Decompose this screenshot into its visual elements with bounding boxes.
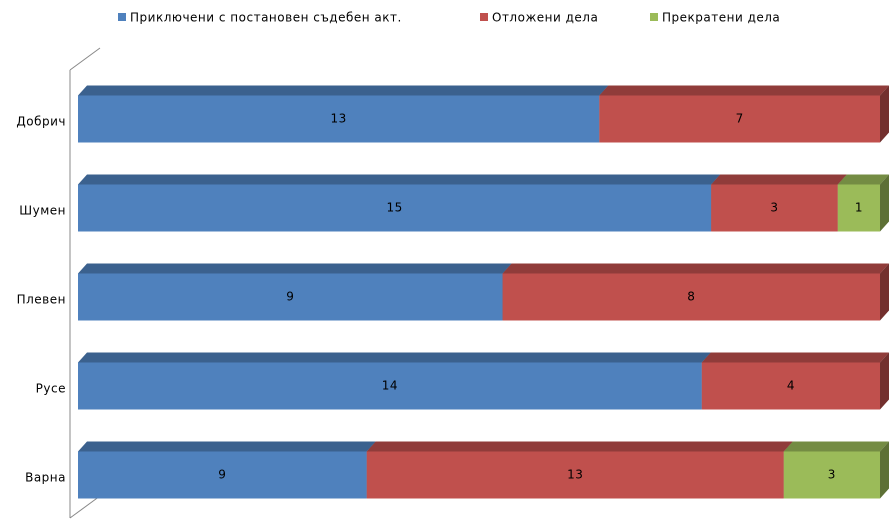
bar-top <box>599 85 889 96</box>
bar-top <box>711 174 847 185</box>
bar <box>599 95 880 143</box>
bar <box>502 273 880 321</box>
legend-label: Отложени дела <box>492 11 598 25</box>
bar <box>78 95 600 143</box>
bar-top <box>701 352 889 363</box>
bar-top <box>78 352 711 363</box>
legend-swatch <box>118 13 126 21</box>
bar-side <box>880 174 889 232</box>
bar-side <box>880 85 889 143</box>
bar-top <box>78 85 609 96</box>
legend-label: Прекратени дела <box>662 11 780 25</box>
bar-top <box>837 174 889 185</box>
data-label: 9 <box>286 290 294 304</box>
bar <box>366 451 784 499</box>
bar <box>78 184 712 232</box>
bar-top <box>78 174 721 185</box>
y-tick-label: Добрич <box>16 115 66 129</box>
bar <box>78 451 367 499</box>
data-label: 7 <box>736 112 744 126</box>
data-label: 15 <box>386 201 402 215</box>
data-label: 14 <box>382 379 398 393</box>
data-label: 13 <box>567 468 583 482</box>
data-label: 8 <box>687 290 695 304</box>
data-label: 3 <box>770 201 778 215</box>
bar <box>837 184 880 232</box>
data-label: 4 <box>787 379 795 393</box>
bar <box>78 273 503 321</box>
bar-top <box>783 441 889 452</box>
legend-label: Приключени с постановен съдебен акт. <box>130 11 402 25</box>
legend-swatch <box>650 13 658 21</box>
bar-top <box>366 441 793 452</box>
bar-side <box>880 352 889 410</box>
wall-edge <box>69 495 101 519</box>
bar-side <box>880 441 889 499</box>
data-label: 1 <box>855 201 863 215</box>
bar-top <box>78 263 512 274</box>
back-wall <box>69 47 101 519</box>
bar-top <box>502 263 889 274</box>
bar <box>701 362 880 410</box>
y-tick-label: Варна <box>25 471 66 485</box>
data-label: 3 <box>828 468 836 482</box>
y-tick-label: Плевен <box>17 293 66 307</box>
y-tick-label: Шумен <box>19 204 66 218</box>
y-tick-label: Русе <box>36 382 66 396</box>
bar <box>783 451 880 499</box>
data-label: 13 <box>331 112 347 126</box>
data-label: 9 <box>218 468 226 482</box>
wall-edge <box>69 47 101 71</box>
bar-side <box>880 263 889 321</box>
bar <box>78 362 702 410</box>
bar <box>711 184 838 232</box>
bar-top <box>78 441 376 452</box>
legend-swatch <box>480 13 488 21</box>
